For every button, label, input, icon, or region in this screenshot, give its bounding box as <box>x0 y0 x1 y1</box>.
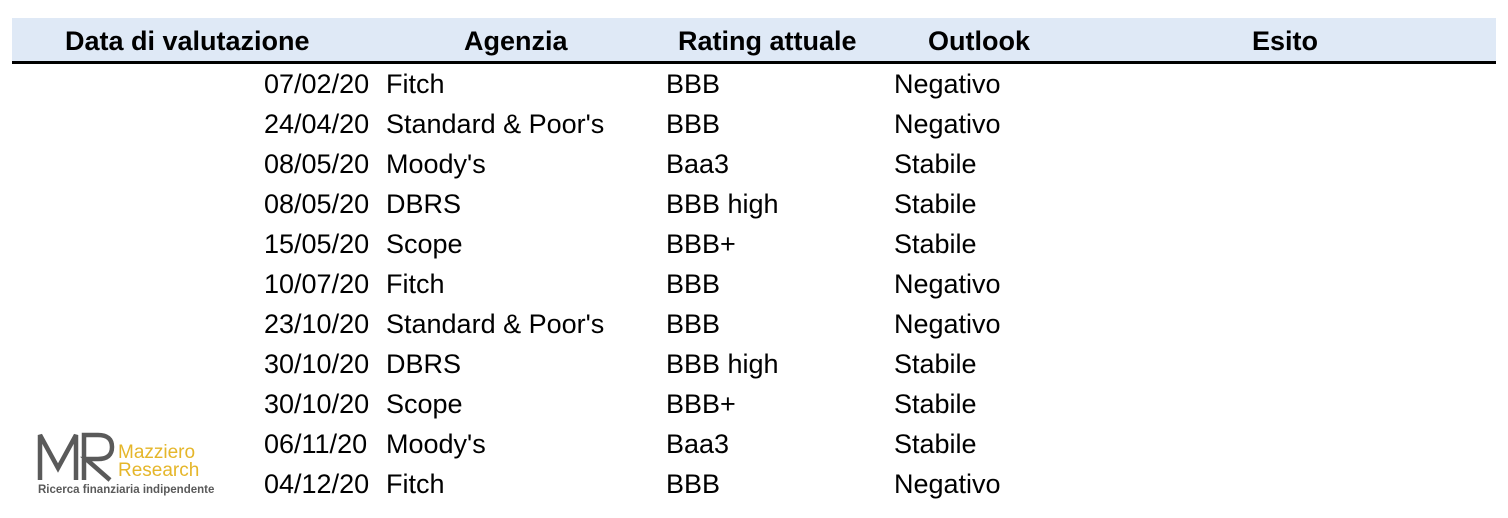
cell-agency: Fitch <box>386 269 445 299</box>
cell-agency: DBRS <box>386 349 462 379</box>
cell-outlook: Negativo <box>894 269 1001 299</box>
cell-rating: BBB <box>666 69 721 99</box>
cell-agency: Moody's <box>386 149 486 179</box>
header-rating: Rating attuale <box>678 26 857 56</box>
cell-date: 08/05/20 <box>264 189 370 219</box>
cell-agency: Moody's <box>386 429 486 459</box>
cell-agency: DBRS <box>386 189 462 219</box>
logo-brand-text: Mazziero Research <box>118 442 200 481</box>
cell-rating: BBB <box>666 469 721 499</box>
cell-outlook: Stabile <box>894 149 977 179</box>
header-date: Data di valutazione <box>65 26 310 56</box>
cell-agency: Fitch <box>386 469 445 499</box>
table-row: 07/02/20 Fitch BBB Negativo <box>0 64 1508 104</box>
table-row: 06/11/20 Moody's Baa3 Stabile <box>0 424 1508 464</box>
table-row: 04/12/20 Fitch BBB Negativo <box>0 464 1508 504</box>
cell-date: 24/04/20 <box>264 109 370 139</box>
cell-rating: BBB high <box>666 189 779 219</box>
cell-date: 15/05/20 <box>264 229 370 259</box>
table-header: Data di valutazione Agenzia Rating attua… <box>12 18 1496 64</box>
header-outlook: Outlook <box>928 26 1030 56</box>
cell-agency: Standard & Poor's <box>386 109 605 139</box>
mazziero-research-logo: Mazziero Research Ricerca finanziaria in… <box>36 432 226 498</box>
cell-rating: BBB <box>666 309 721 339</box>
logo-brand-line1: Mazziero <box>118 442 196 463</box>
header-result: Esito <box>1252 26 1319 56</box>
cell-date: 06/11/20 <box>264 429 368 459</box>
cell-outlook: Stabile <box>894 189 977 219</box>
cell-agency: Standard & Poor's <box>386 309 605 339</box>
table-row: 08/05/20 DBRS BBB high Stabile <box>0 184 1508 224</box>
cell-rating: BBB high <box>666 349 779 379</box>
table-row: 30/10/20 Scope BBB+ Stabile <box>0 384 1508 424</box>
cell-date: 08/05/20 <box>264 149 370 179</box>
cell-outlook: Negativo <box>894 69 1001 99</box>
cell-rating: Baa3 <box>666 429 730 459</box>
table-row: 15/05/20 Scope BBB+ Stabile <box>0 224 1508 264</box>
header-agency: Agenzia <box>464 26 568 56</box>
table-row: 10/07/20 Fitch BBB Negativo <box>0 264 1508 304</box>
cell-outlook: Negativo <box>894 109 1001 139</box>
cell-outlook: Stabile <box>894 429 977 459</box>
cell-date: 30/10/20 <box>264 349 370 379</box>
cell-rating: BBB+ <box>666 229 736 259</box>
table-row: 24/04/20 Standard & Poor's BBB Negativo <box>0 104 1508 144</box>
mr-monogram-logo-icon <box>37 432 115 482</box>
cell-rating: BBB <box>666 109 721 139</box>
cell-date: 10/07/20 <box>264 269 370 299</box>
cell-date: 23/10/20 <box>264 309 370 339</box>
table-row: 23/10/20 Standard & Poor's BBB Negativo <box>0 304 1508 344</box>
cell-rating: Baa3 <box>666 149 730 179</box>
cell-outlook: Negativo <box>894 309 1001 339</box>
cell-agency: Scope <box>386 389 463 419</box>
cell-agency: Fitch <box>386 69 445 99</box>
cell-outlook: Stabile <box>894 349 977 379</box>
cell-date: 04/12/20 <box>264 469 370 499</box>
cell-rating: BBB <box>666 269 721 299</box>
cell-rating: BBB+ <box>666 389 736 419</box>
cell-date: 07/02/20 <box>264 69 370 99</box>
cell-agency: Scope <box>386 229 463 259</box>
cell-outlook: Stabile <box>894 389 977 419</box>
cell-outlook: Stabile <box>894 229 977 259</box>
table-row: 08/05/20 Moody's Baa3 Stabile <box>0 144 1508 184</box>
logo-tagline: Ricerca finanziaria indipendente <box>38 484 215 496</box>
cell-outlook: Negativo <box>894 469 1001 499</box>
logo-brand-line2: Research <box>118 460 200 481</box>
table-row: 30/10/20 DBRS BBB high Stabile <box>0 344 1508 384</box>
cell-date: 30/10/20 <box>264 389 370 419</box>
